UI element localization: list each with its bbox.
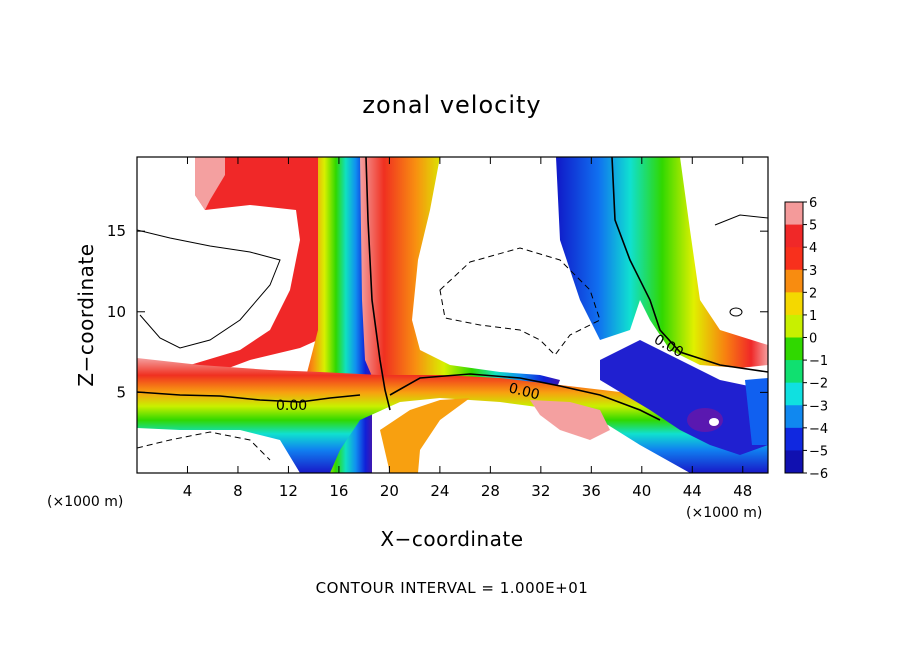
plot-frame [136, 156, 769, 474]
x-tick-label: 36 [582, 482, 601, 500]
contour-dashed-mid [439, 247, 601, 356]
colorbar-swatch [785, 450, 803, 474]
colorbar-swatch [785, 292, 803, 316]
lower-mid-positive [530, 400, 610, 440]
x-tick-label: 48 [733, 482, 752, 500]
colorbar-label: −3 [809, 399, 828, 414]
colorbar-swatch [785, 314, 803, 338]
x-tick-label: 44 [683, 482, 702, 500]
x-axis-label: X−coordinate [380, 527, 523, 551]
y-axis: 5 10 15 [107, 222, 768, 401]
colorbar: 6 5 4 3 2 1 0 −1 −2 −3 −4 −5 −6 [784, 196, 828, 482]
colorbar-swatch [785, 360, 803, 384]
colorbar-label: 6 [809, 196, 817, 211]
colorbar-label: 3 [809, 264, 817, 279]
x-axis: 4 8 12 16 20 24 28 32 36 40 44 48 [183, 157, 752, 500]
colorbar-swatch [785, 224, 803, 248]
contour-zero-column [365, 157, 391, 411]
upper-right-column [556, 157, 768, 368]
negative-core-hole [709, 418, 719, 426]
x-unit-right: (×1000 m) [686, 505, 762, 521]
y-axis-label: Z−coordinate [74, 243, 98, 386]
colorbar-label: −6 [809, 467, 828, 482]
plot-area: 0.00 0.00 0.00 [137, 157, 768, 473]
colorbar-label: 2 [809, 286, 817, 301]
chart-title: zonal velocity [362, 91, 541, 119]
right-edge-blue [745, 378, 768, 445]
colorbar-label: 0 [809, 332, 817, 347]
upper-left-jet [137, 157, 340, 382]
contour-label-1: 0.00 [276, 398, 307, 414]
colorbar-label: 5 [809, 219, 817, 234]
colorbar-label: −5 [809, 444, 828, 459]
x-unit-left: (×1000 m) [47, 494, 123, 510]
contour-thin-right-oval [729, 307, 743, 317]
x-tick-label: 28 [481, 482, 500, 500]
colorbar-swatch [785, 337, 803, 361]
contour-zero-left [137, 391, 361, 403]
shear-layer [137, 358, 768, 473]
x-tick-label: 16 [329, 482, 348, 500]
x-tick-label: 32 [531, 482, 550, 500]
colorbar-label: 4 [809, 241, 817, 256]
colorbar-label: −2 [809, 377, 828, 392]
contour-zero-right [611, 157, 768, 373]
x-tick-label: 24 [430, 482, 449, 500]
negative-column [360, 157, 560, 395]
y-tick-label: 15 [107, 222, 126, 240]
colorbar-swatch [785, 202, 803, 226]
lower-right-negative-core [600, 340, 768, 455]
contour-thin-upper-left [137, 229, 281, 349]
upper-left-jet-edge [195, 157, 225, 210]
contour-zero-mid [389, 373, 661, 421]
lower-left-positive [380, 398, 470, 473]
y-tick-label: 5 [116, 383, 126, 401]
contour-thin-right [714, 214, 768, 226]
colorbar-label: −4 [809, 422, 828, 437]
footer-text: CONTOUR INTERVAL = 1.000E+01 [316, 579, 589, 597]
x-tick-label: 12 [279, 482, 298, 500]
colorbar-label: 1 [809, 309, 817, 324]
x-tick-label: 40 [632, 482, 651, 500]
colorbar-swatch [785, 382, 803, 406]
colorbar-label: −1 [809, 354, 828, 369]
x-tick-label: 4 [183, 482, 193, 500]
x-tick-label: 20 [380, 482, 399, 500]
colorbar-swatch [785, 269, 803, 293]
colorbar-swatch [785, 427, 803, 451]
colorbar-swatch [785, 247, 803, 271]
contour-label-2: 0.00 [507, 380, 541, 403]
colorbar-swatch [785, 405, 803, 429]
x-tick-label: 8 [233, 482, 243, 500]
y-tick-label: 10 [107, 303, 126, 321]
contour-dashed-lower [137, 431, 271, 461]
